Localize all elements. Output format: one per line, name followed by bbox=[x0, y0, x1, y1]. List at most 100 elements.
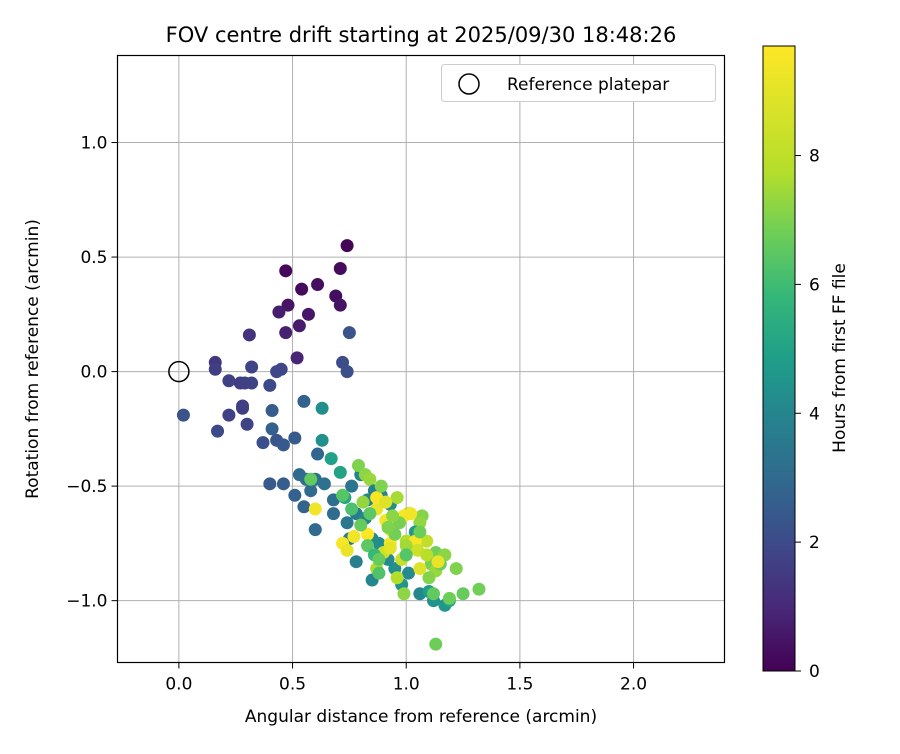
colorbar-tick-label: 6 bbox=[809, 275, 820, 295]
data-point bbox=[381, 520, 395, 534]
data-point bbox=[456, 587, 470, 601]
data-point bbox=[472, 582, 486, 596]
grid-layer bbox=[117, 55, 725, 663]
legend-marker-icon bbox=[458, 73, 480, 95]
data-point bbox=[431, 555, 445, 569]
y-tick-label: −0.5 bbox=[66, 477, 107, 497]
data-point bbox=[363, 507, 377, 521]
data-point bbox=[256, 436, 270, 450]
y-tick-label: 1.0 bbox=[80, 134, 107, 154]
points-layer bbox=[168, 239, 486, 651]
data-point bbox=[276, 477, 290, 491]
x-tick-label: 0.0 bbox=[165, 675, 192, 695]
data-point bbox=[442, 591, 456, 605]
plot-frame bbox=[116, 54, 726, 664]
data-point bbox=[263, 378, 277, 392]
data-point bbox=[308, 523, 322, 537]
data-point bbox=[427, 587, 441, 601]
data-point bbox=[279, 326, 293, 340]
data-point bbox=[274, 362, 288, 376]
y-ticks: −1.0 −0.5 0.0 0.5 1.0 bbox=[66, 134, 118, 612]
data-point bbox=[311, 447, 325, 461]
data-point bbox=[340, 365, 354, 379]
data-point bbox=[297, 500, 311, 514]
data-point bbox=[333, 262, 347, 276]
data-point bbox=[345, 502, 359, 516]
data-point bbox=[383, 541, 397, 555]
data-point bbox=[236, 401, 250, 415]
x-tick-label: 1.0 bbox=[393, 675, 420, 695]
data-point bbox=[361, 539, 375, 553]
y-tick-label: 0.5 bbox=[80, 248, 107, 268]
colorbar-tick-label: 4 bbox=[809, 404, 820, 424]
data-point bbox=[372, 566, 386, 580]
x-tick-label: 0.5 bbox=[279, 675, 306, 695]
data-point bbox=[311, 278, 325, 292]
x-tick-label: 2.0 bbox=[620, 675, 647, 695]
y-tick-label: 0.0 bbox=[80, 363, 107, 383]
data-point bbox=[292, 319, 306, 333]
data-point bbox=[245, 360, 259, 374]
data-point bbox=[340, 516, 354, 530]
data-point bbox=[356, 495, 370, 509]
data-point bbox=[390, 571, 404, 585]
data-point bbox=[315, 401, 329, 415]
data-point bbox=[413, 562, 427, 576]
colorbar-tick-label: 2 bbox=[809, 533, 820, 553]
reference-point-marker bbox=[168, 360, 190, 383]
data-point bbox=[399, 548, 413, 562]
x-ticks: 0.0 0.5 1.0 1.5 2.0 bbox=[165, 662, 647, 695]
data-point bbox=[281, 298, 295, 312]
legend-box bbox=[441, 64, 716, 102]
colorbar-tick-label: 8 bbox=[809, 147, 820, 167]
data-point bbox=[326, 507, 340, 521]
data-point bbox=[222, 408, 236, 422]
data-point bbox=[347, 530, 361, 544]
y-axis-label: Rotation from reference (arcmin) bbox=[23, 219, 43, 499]
data-point bbox=[272, 305, 286, 319]
data-point bbox=[413, 525, 427, 539]
colorbar-tick-label: 0 bbox=[809, 662, 820, 682]
data-point bbox=[304, 484, 318, 498]
colorbar-label: Hours from first FF file bbox=[830, 263, 850, 453]
data-point bbox=[386, 509, 400, 523]
data-point bbox=[315, 433, 329, 447]
data-point bbox=[342, 326, 356, 340]
data-point bbox=[397, 587, 411, 601]
x-axis-label: Angular distance from reference (arcmin) bbox=[245, 707, 597, 727]
data-point bbox=[401, 566, 415, 580]
data-point bbox=[208, 362, 222, 376]
data-point bbox=[222, 374, 236, 388]
data-point bbox=[390, 491, 404, 505]
data-point bbox=[340, 543, 354, 557]
data-point bbox=[176, 408, 190, 422]
data-point bbox=[363, 472, 377, 486]
chart-title: FOV centre drift starting at 2025/09/30 … bbox=[166, 23, 677, 47]
y-tick-label: −1.0 bbox=[66, 592, 107, 612]
data-point bbox=[422, 571, 436, 585]
data-point bbox=[333, 298, 347, 312]
data-point bbox=[288, 488, 302, 502]
data-point bbox=[290, 351, 304, 365]
colorbar-ticks: 0 2 4 6 8 bbox=[795, 147, 820, 682]
data-point bbox=[420, 548, 434, 562]
data-point bbox=[420, 534, 434, 548]
data-point bbox=[238, 376, 252, 390]
data-point bbox=[317, 477, 331, 491]
data-point bbox=[276, 438, 290, 452]
legend: Reference platepar bbox=[441, 64, 716, 102]
data-point bbox=[279, 264, 293, 278]
data-point bbox=[345, 479, 359, 493]
data-point bbox=[340, 239, 354, 253]
data-point bbox=[404, 507, 418, 521]
data-point bbox=[297, 394, 311, 408]
data-point bbox=[399, 539, 413, 553]
data-point bbox=[379, 495, 393, 509]
data-point bbox=[374, 479, 388, 493]
data-point bbox=[372, 552, 386, 566]
data-point bbox=[333, 465, 347, 479]
x-tick-label: 1.5 bbox=[506, 675, 533, 695]
data-point bbox=[449, 562, 463, 576]
data-point bbox=[304, 472, 318, 486]
